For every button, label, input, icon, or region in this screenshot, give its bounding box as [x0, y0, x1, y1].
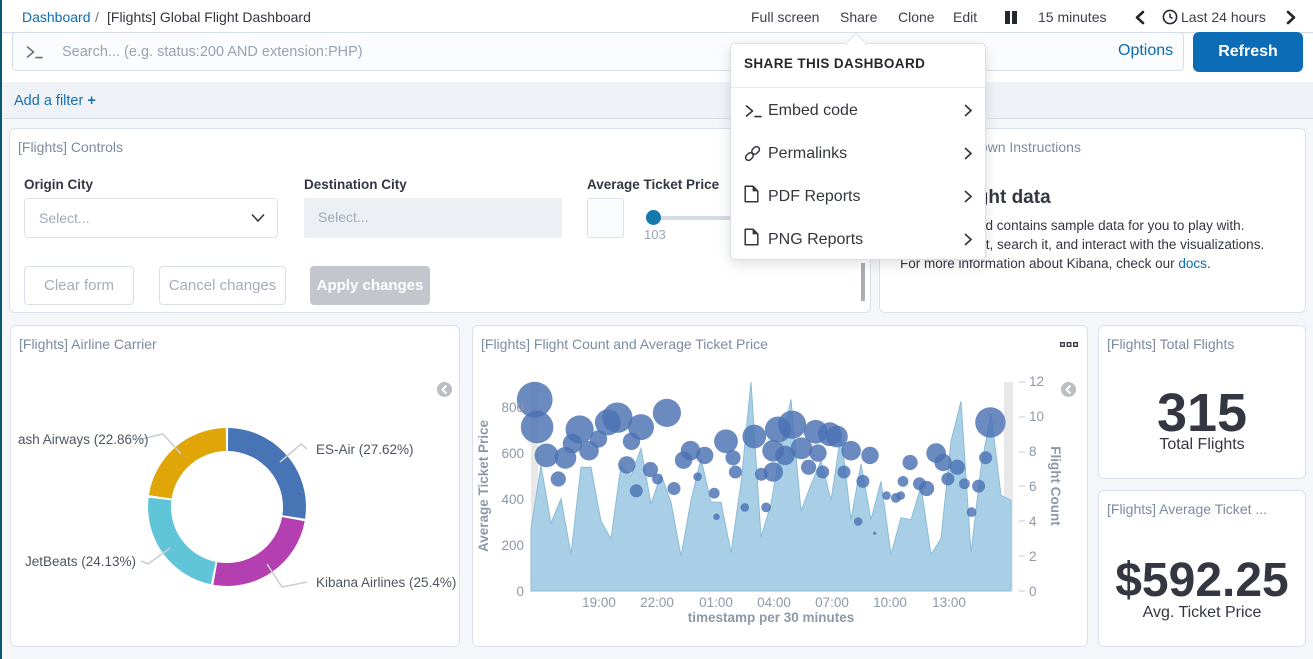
svg-text:600: 600	[501, 446, 524, 461]
svg-text:01:00: 01:00	[699, 595, 733, 610]
svg-text:19:00: 19:00	[582, 595, 616, 610]
svg-text:0: 0	[1029, 584, 1037, 599]
svg-text:2: 2	[1029, 549, 1037, 564]
svg-text:Kibana Airlines (25.4%): Kibana Airlines (25.4%)	[316, 575, 456, 590]
svg-text:200: 200	[501, 538, 524, 553]
svg-text:timestamp per 30 minutes: timestamp per 30 minutes	[688, 610, 855, 625]
svg-text:10: 10	[1029, 409, 1044, 424]
svg-text:400: 400	[501, 492, 524, 507]
svg-text:22:00: 22:00	[640, 595, 674, 610]
svg-text:800: 800	[501, 400, 524, 415]
svg-text:4: 4	[1029, 514, 1037, 529]
svg-text:ES-Air (27.62%): ES-Air (27.62%)	[316, 442, 414, 457]
svg-text:Average Ticket Price: Average Ticket Price	[476, 419, 491, 552]
svg-text:10:00: 10:00	[873, 595, 907, 610]
svg-text:07:00: 07:00	[815, 595, 849, 610]
svg-text:8: 8	[1029, 444, 1037, 459]
svg-text:ash Airways (22.86%): ash Airways (22.86%)	[18, 432, 149, 447]
svg-text:04:00: 04:00	[757, 595, 791, 610]
svg-text:0: 0	[516, 584, 524, 599]
svg-text:13:00: 13:00	[932, 595, 966, 610]
svg-text:12: 12	[1029, 374, 1044, 389]
svg-text:JetBeats (24.13%): JetBeats (24.13%)	[25, 554, 136, 569]
svg-text:6: 6	[1029, 479, 1037, 494]
svg-text:Flight Count: Flight Count	[1048, 446, 1063, 526]
